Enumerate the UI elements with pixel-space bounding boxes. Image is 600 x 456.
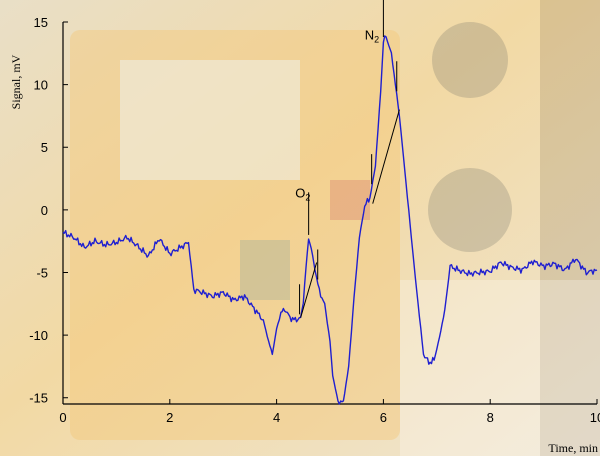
peak-label-subscript: 2 — [305, 192, 310, 202]
x-axis-ticks: 0 2 4 6 8 10 — [59, 399, 600, 425]
peak-baseline-line — [372, 109, 400, 204]
series-layer — [62, 35, 598, 405]
x-axis-label: Time, min — [548, 441, 598, 455]
x-tick-label: 4 — [273, 410, 280, 425]
y-tick-label: -10 — [29, 328, 48, 343]
peak-marker-layer — [299, 0, 400, 318]
peak-label: O2 — [295, 185, 310, 202]
y-axis-ticks: 15 10 5 0 -5 -10 -15 — [29, 15, 68, 406]
peak-label-subscript: 2 — [374, 35, 379, 45]
peak-label-main: N — [365, 28, 374, 43]
y-tick-label: 10 — [34, 78, 48, 93]
peak-baseline-line — [300, 262, 318, 318]
peak-label-main: O — [295, 185, 305, 200]
signal-trace — [62, 35, 598, 405]
y-tick-label: 0 — [41, 203, 48, 218]
axes — [62, 22, 597, 405]
y-tick-label: 15 — [34, 15, 48, 30]
x-tick-label: 2 — [166, 410, 173, 425]
x-tick-label: 10 — [590, 410, 600, 425]
y-tick-label: -5 — [36, 265, 48, 280]
x-tick-label: 6 — [380, 410, 387, 425]
y-tick-label: 5 — [41, 140, 48, 155]
y-tick-label: -15 — [29, 391, 48, 406]
y-axis-label: Signal, mV — [9, 54, 23, 109]
x-tick-label: 8 — [487, 410, 494, 425]
peak-label: N2 — [365, 28, 379, 45]
x-tick-label: 0 — [59, 410, 66, 425]
